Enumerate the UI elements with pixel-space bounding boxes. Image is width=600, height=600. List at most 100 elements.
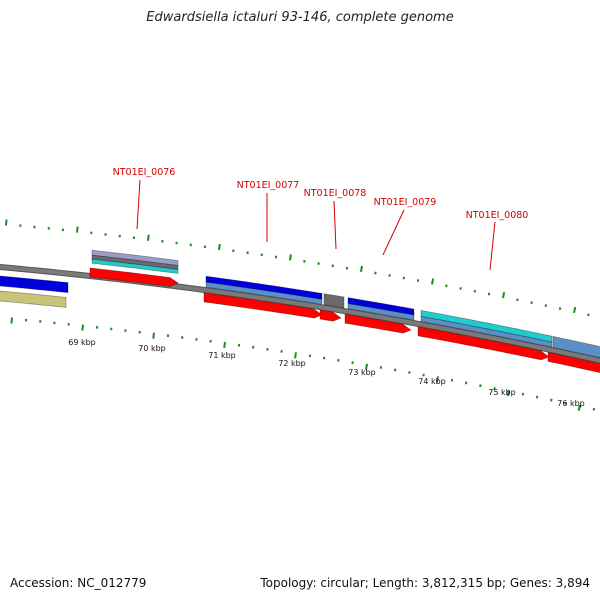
tick-mark — [364, 363, 368, 370]
tick-mark — [81, 324, 84, 331]
tick-mark — [535, 395, 539, 399]
tick-mark — [351, 361, 354, 365]
tick-mark — [118, 234, 121, 238]
tick-mark — [10, 317, 13, 324]
kbp-label: 73 kbp — [348, 368, 376, 377]
accession-text: Accession: NC_012779 — [10, 576, 147, 590]
tick-mark — [550, 398, 553, 402]
tick-mark — [266, 347, 269, 351]
steel-feature-0080 — [420, 315, 553, 348]
gene-label-g0080: NT01EI_0080 — [466, 210, 529, 221]
tick-mark — [431, 278, 435, 285]
cds-arrow-0076 — [89, 267, 179, 287]
gray-feature-0078 — [323, 293, 345, 309]
steel-feature-0077 — [205, 281, 323, 305]
cds-arrow-0080 — [417, 326, 550, 361]
kbp-scale: 69 kbp 70 kbp 71 kbp 72 kbp 73 kbp 74 kbp 75 k… — [68, 338, 585, 408]
tick-mark — [138, 330, 141, 334]
kbp-label: 70 kbp — [138, 344, 166, 353]
tick-mark — [124, 329, 127, 332]
tick-mark — [374, 271, 377, 275]
tick-mark — [203, 245, 207, 249]
kbp-label: 74 kbp — [418, 377, 446, 386]
tick-mark — [408, 371, 411, 374]
tick-mark — [450, 378, 454, 382]
tick-mark — [464, 381, 468, 385]
tick-mark — [502, 292, 506, 299]
gene-label-g0079: NT01EI_0079 — [374, 197, 437, 208]
tick-mark — [345, 266, 349, 270]
map-title: Edwardsiella ictaluri 93-146, complete g… — [146, 10, 454, 25]
tick-mark — [402, 276, 406, 280]
tick-mark — [19, 224, 22, 227]
callout-line — [382, 209, 405, 256]
tick-mark — [223, 341, 226, 349]
tick-mark — [587, 313, 590, 317]
tick-mark — [5, 219, 8, 226]
tick-mark — [308, 354, 312, 358]
tick-mark — [147, 234, 150, 241]
tick-mark — [246, 251, 249, 255]
tick-mark — [577, 404, 581, 411]
kbp-label: 69 kbp — [68, 338, 96, 347]
tick-mark — [24, 318, 28, 322]
tick-mark — [544, 304, 548, 308]
tick-mark — [459, 287, 462, 290]
tick-mark — [161, 239, 164, 243]
callout-line — [136, 179, 141, 230]
tick-mark — [90, 231, 93, 235]
tick-mark — [416, 279, 420, 282]
tick-track-upper — [5, 219, 590, 317]
kbp-label: 71 kbp — [208, 351, 236, 360]
steel-feature-0079 — [347, 303, 415, 321]
tick-mark — [317, 262, 320, 265]
tick-mark — [435, 376, 439, 383]
tick-mark — [232, 249, 235, 253]
tick-mark — [516, 298, 519, 302]
cds-arrow-0079 — [344, 313, 412, 334]
tick-mark — [152, 332, 155, 339]
tick-mark — [260, 253, 263, 257]
tick-mark — [506, 389, 510, 397]
tick-mark — [303, 259, 306, 263]
gene-label-g0076: NT01EI_0076 — [113, 167, 176, 178]
tick-mark — [473, 289, 477, 293]
tick-mark — [337, 358, 340, 362]
tick-mark — [572, 306, 577, 314]
tick-mark — [132, 236, 136, 240]
tick-mark — [67, 322, 70, 326]
cds-track-feature — [91, 258, 179, 274]
tick-mark — [76, 226, 79, 233]
cds-arrow-0078 — [319, 309, 342, 322]
tick-mark — [564, 401, 567, 405]
tick-mark — [493, 387, 496, 390]
tick-mark — [110, 327, 113, 331]
tick-mark — [280, 350, 283, 353]
tick-mark — [393, 368, 397, 372]
tick-mark — [360, 265, 363, 272]
topology-text: Topology: circular; Length: 3,812,315 bp… — [260, 576, 590, 590]
tick-mark — [209, 339, 212, 343]
tick-mark — [166, 334, 170, 338]
tick-mark — [189, 243, 192, 247]
tick-mark — [530, 301, 533, 305]
gene-callouts: NT01EI_0076 NT01EI_0077 NT01EI_0078 NT01EI_… — [113, 167, 529, 271]
kbp-label: 72 kbp — [278, 359, 306, 368]
tick-mark — [445, 284, 448, 288]
gene-label-g0077: NT01EI_0077 — [237, 180, 300, 191]
tick-mark — [175, 241, 178, 245]
tick-mark — [104, 233, 107, 236]
tick-mark — [181, 336, 184, 339]
tick-mark — [95, 326, 99, 329]
tick-mark — [388, 274, 391, 277]
tick-mark — [422, 373, 425, 377]
callout-line — [333, 200, 337, 250]
tick-mark — [53, 321, 56, 325]
tick-mark — [47, 227, 50, 230]
tick-mark — [195, 338, 198, 341]
feature-tracks — [0, 249, 600, 374]
tick-mark — [558, 307, 562, 311]
gene-label-g0078: NT01EI_0078 — [304, 188, 367, 199]
tick-mark — [237, 343, 241, 347]
cds-arrow-0077 — [203, 292, 323, 319]
